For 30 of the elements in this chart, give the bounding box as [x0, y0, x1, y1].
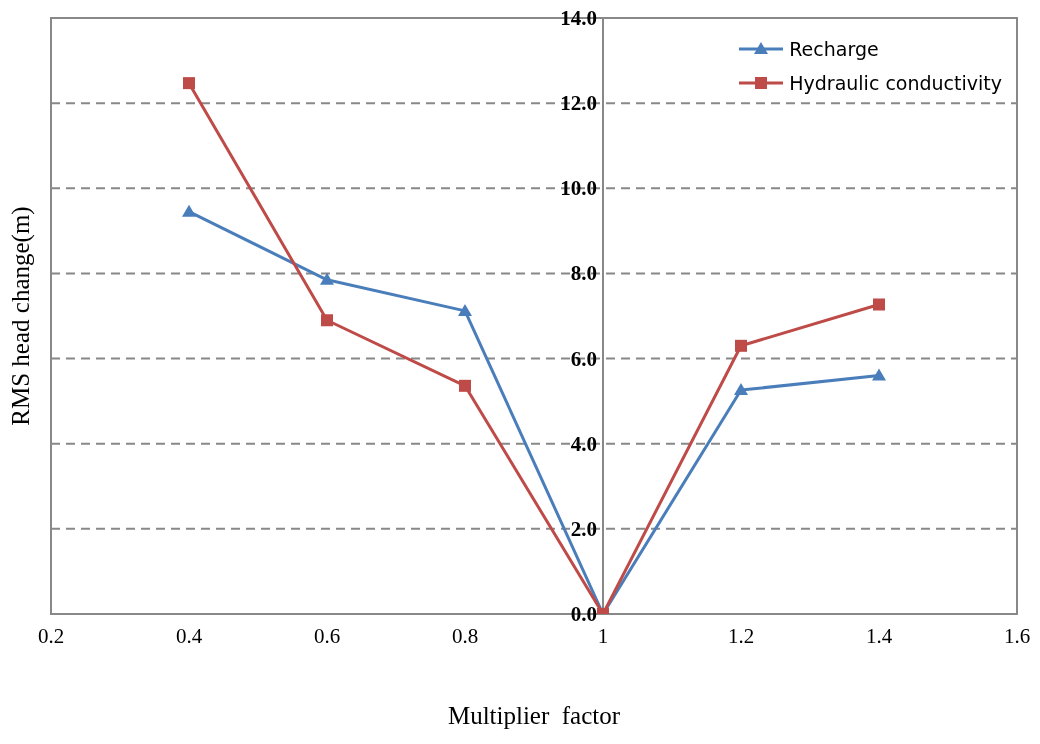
x-tick-label: 1.4	[865, 623, 893, 648]
x-tick-label: 0.4	[175, 623, 203, 648]
point	[182, 204, 196, 217]
legend-label: Recharge	[789, 38, 879, 60]
point	[735, 339, 747, 352]
x-tick-label: 0.8	[451, 623, 479, 648]
x-tick-label: 1	[597, 623, 609, 648]
x-tick-label: 0.2	[37, 623, 65, 648]
point	[320, 272, 334, 285]
y-tick-label: 12.0	[560, 91, 597, 116]
y-tick-label: 14.0	[560, 6, 597, 30]
y-axis-title: RMS head change(m)	[6, 206, 35, 426]
point	[872, 368, 886, 381]
point	[459, 379, 471, 392]
point	[458, 303, 472, 316]
x-tick-label: 1.2	[727, 623, 755, 648]
legend-label: Hydraulic conductivity	[789, 72, 1002, 94]
x-axis-title: Multiplier factor	[447, 702, 621, 729]
point	[734, 383, 748, 396]
y-tick-label: 6.0	[570, 346, 597, 371]
y-tick-label: 0.0	[570, 602, 597, 626]
x-tick-label: 1.6	[1003, 623, 1031, 648]
y-tick-label: 2.0	[570, 516, 597, 541]
point	[321, 314, 333, 327]
point	[183, 77, 195, 90]
y-tick-label: 10.0	[560, 176, 597, 201]
y-tick-label: 8.0	[570, 261, 597, 286]
y-tick-label: 4.0	[570, 431, 597, 456]
point	[873, 298, 885, 311]
x-tick-label: 0.6	[313, 623, 341, 648]
